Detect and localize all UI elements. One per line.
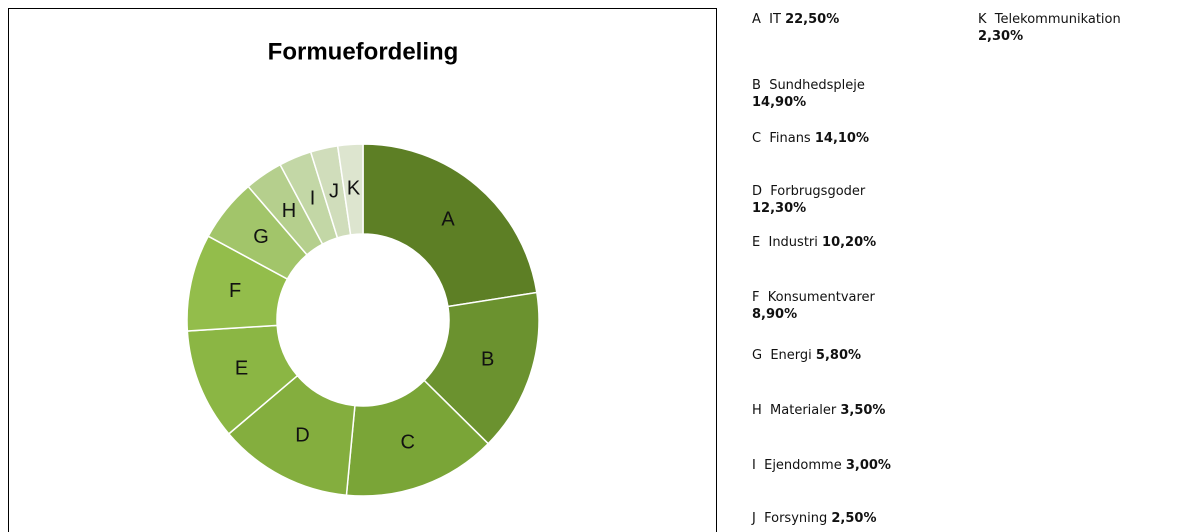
legend-name: Energi [770, 348, 812, 363]
legend-value: 10,20% [822, 235, 877, 250]
legend-name: IT [769, 12, 781, 27]
legend-entry: F Konsumentvarer 8,90% [752, 289, 957, 323]
legend-value: 2,50% [831, 511, 877, 526]
slice [336, 143, 364, 236]
legend-entry: I Ejendomme 3,00% [752, 457, 957, 474]
slice [362, 143, 538, 308]
legend-letter: K [978, 12, 987, 27]
slice-label: I [310, 187, 316, 209]
legend-name: Industri [768, 235, 818, 250]
legend-name: Finans [769, 131, 811, 146]
slice-label: E [235, 357, 248, 379]
slice-label: K [347, 178, 361, 200]
legend-value: 14,90% [752, 95, 807, 110]
legend-entry: E Industri 10,20% [752, 234, 957, 251]
legend-entry: J Forsyning 2,50% [752, 510, 957, 527]
legend-name: Telekommunikation [994, 12, 1121, 27]
legend-value: 22,50% [785, 12, 840, 27]
legend-name: Materialer [770, 403, 837, 418]
legend-name: Forbrugsgoder [770, 184, 866, 199]
legend-entry: H Materialer 3,50% [752, 402, 957, 419]
legend-entry: K Telekommunikation 2,30% [978, 11, 1181, 45]
slice-label: D [295, 424, 309, 446]
slice-label: F [229, 280, 241, 302]
legend-letter: J [752, 511, 756, 526]
legend-value: 5,80% [815, 348, 862, 363]
legend-value: 3,50% [840, 403, 886, 418]
legend-name: Forsyning [764, 511, 828, 526]
legend-value: 12,30% [752, 201, 807, 216]
legend-name: Konsumentvarer [767, 290, 875, 305]
legend-letter: B [752, 78, 761, 93]
slice-label: G [253, 226, 269, 248]
legend-letter: F [752, 290, 760, 305]
chart-title: Formuefordeling [268, 38, 459, 65]
legend-entry: B Sundhedspleje 14,90% [752, 77, 957, 111]
legend-value: 2,30% [978, 29, 1024, 44]
slice-label: H [282, 200, 296, 222]
legend-value: 8,90% [752, 307, 798, 322]
legend-letter: I [752, 458, 756, 473]
legend-name: Sundhedspleje [769, 78, 865, 93]
legend-entry: D Forbrugsgoder 12,30% [752, 183, 957, 217]
slice-label: B [481, 348, 494, 370]
legend-letter: G [752, 348, 763, 363]
legend-value: 3,00% [845, 458, 891, 473]
slice-label: A [441, 209, 455, 231]
legend-letter: A [752, 12, 761, 27]
slice-label: C [401, 431, 415, 453]
slice-label: J [329, 181, 339, 203]
legend-value: 14,10% [814, 131, 870, 146]
legend-letter: H [752, 403, 762, 418]
chart-frame [8, 8, 717, 532]
legend-entry: G Energi 5,80% [752, 347, 957, 364]
legend-letter: D [752, 184, 763, 199]
legend-entry: C Finans 14,10% [752, 130, 957, 147]
chart: Formuefordeling A B C D E F GHI J K [186, 38, 540, 497]
legend-entry: A IT 22,50% [752, 11, 957, 28]
legend-letter: C [752, 131, 762, 146]
legend-name: Ejendomme [764, 458, 842, 473]
slice [345, 379, 490, 497]
legend-letter: E [752, 235, 761, 250]
